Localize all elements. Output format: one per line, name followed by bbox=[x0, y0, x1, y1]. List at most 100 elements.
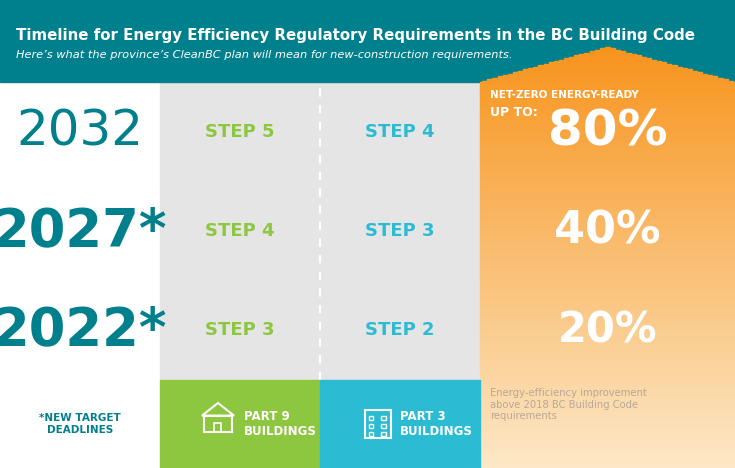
Bar bbox=[480, 460, 735, 461]
Bar bbox=[480, 271, 735, 273]
Bar bbox=[480, 377, 735, 378]
Bar bbox=[480, 450, 735, 451]
Bar bbox=[480, 309, 735, 311]
Bar bbox=[559, 59, 656, 61]
Bar bbox=[480, 259, 735, 260]
Bar bbox=[204, 416, 232, 432]
Bar bbox=[480, 300, 735, 301]
Bar bbox=[480, 433, 735, 434]
Bar bbox=[480, 193, 735, 194]
Bar bbox=[480, 287, 735, 288]
Bar bbox=[480, 448, 735, 450]
Bar bbox=[480, 154, 735, 155]
Bar bbox=[480, 224, 735, 225]
Bar bbox=[480, 458, 735, 460]
Bar bbox=[480, 335, 735, 336]
Bar bbox=[480, 260, 735, 262]
Bar bbox=[480, 295, 735, 297]
Bar bbox=[480, 280, 735, 281]
Bar bbox=[492, 78, 723, 79]
Bar bbox=[480, 165, 735, 166]
Bar bbox=[480, 387, 735, 388]
Bar bbox=[480, 204, 735, 205]
Bar bbox=[589, 51, 625, 52]
Bar bbox=[480, 371, 735, 373]
Bar bbox=[480, 201, 735, 203]
Bar bbox=[584, 52, 631, 54]
Bar bbox=[480, 158, 735, 159]
Bar bbox=[539, 65, 676, 66]
Bar bbox=[579, 54, 636, 55]
Bar bbox=[480, 399, 735, 401]
Bar bbox=[480, 141, 735, 142]
Bar bbox=[480, 189, 735, 190]
Bar bbox=[480, 284, 735, 285]
Bar bbox=[523, 69, 692, 71]
Bar bbox=[480, 128, 735, 130]
Bar bbox=[480, 430, 735, 431]
Bar bbox=[480, 117, 735, 118]
Bar bbox=[480, 208, 735, 210]
Bar bbox=[480, 410, 735, 412]
Bar bbox=[480, 363, 735, 364]
Bar bbox=[480, 451, 735, 453]
Bar bbox=[480, 305, 735, 307]
Bar bbox=[480, 90, 735, 92]
Bar bbox=[480, 246, 735, 248]
Bar bbox=[480, 292, 735, 294]
Bar bbox=[480, 166, 735, 168]
Bar bbox=[480, 424, 735, 426]
Bar bbox=[480, 307, 735, 308]
Bar bbox=[480, 221, 735, 222]
Bar bbox=[480, 312, 735, 314]
Text: 20%: 20% bbox=[558, 309, 657, 351]
Bar bbox=[160, 82, 480, 380]
Text: 80%: 80% bbox=[548, 108, 667, 156]
Bar bbox=[480, 316, 735, 318]
Bar bbox=[480, 253, 735, 255]
Bar bbox=[480, 263, 735, 264]
Bar bbox=[480, 257, 735, 259]
Bar bbox=[480, 336, 735, 337]
Bar bbox=[480, 205, 735, 207]
Bar bbox=[480, 184, 735, 186]
Bar bbox=[480, 159, 735, 161]
Bar bbox=[368, 416, 373, 420]
Bar bbox=[480, 417, 735, 419]
Bar bbox=[480, 462, 735, 464]
Bar bbox=[480, 291, 735, 292]
Bar bbox=[480, 319, 735, 321]
Bar bbox=[480, 389, 735, 391]
Bar bbox=[480, 142, 735, 144]
Bar bbox=[480, 109, 735, 110]
Bar bbox=[480, 349, 735, 350]
Bar bbox=[480, 176, 735, 177]
Bar bbox=[480, 419, 735, 420]
Bar bbox=[480, 218, 735, 219]
Bar bbox=[480, 308, 735, 309]
Bar bbox=[480, 138, 735, 139]
Text: STEP 2: STEP 2 bbox=[365, 322, 434, 339]
Bar bbox=[480, 180, 735, 182]
Bar bbox=[480, 111, 735, 113]
Bar bbox=[487, 79, 728, 80]
Bar bbox=[480, 227, 735, 228]
Bar bbox=[480, 375, 735, 377]
Bar bbox=[480, 343, 735, 344]
Bar bbox=[480, 297, 735, 298]
Bar bbox=[480, 113, 735, 114]
Bar bbox=[480, 285, 735, 287]
Bar bbox=[480, 364, 735, 366]
Bar bbox=[480, 172, 735, 173]
Bar bbox=[480, 250, 735, 252]
Text: *NEW TARGET
DEADLINES: *NEW TARGET DEADLINES bbox=[39, 413, 121, 435]
Bar bbox=[480, 162, 735, 163]
Bar bbox=[480, 440, 735, 441]
Bar bbox=[480, 149, 735, 151]
Bar bbox=[480, 398, 735, 399]
Bar bbox=[605, 47, 610, 48]
Bar bbox=[480, 323, 735, 325]
Bar bbox=[564, 58, 651, 59]
Bar bbox=[549, 62, 667, 64]
Bar bbox=[480, 342, 735, 343]
